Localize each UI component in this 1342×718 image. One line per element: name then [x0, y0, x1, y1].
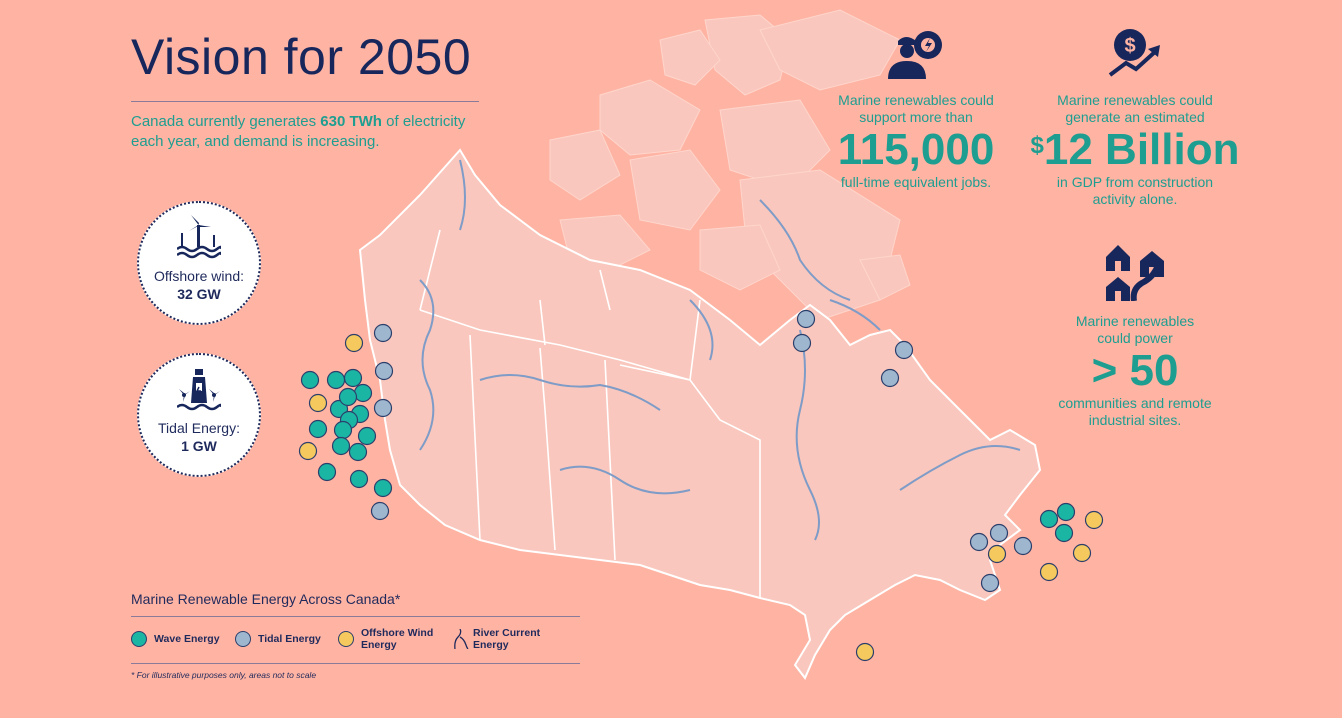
tidal-energy-badge: Tidal Energy: 1 GW [137, 353, 261, 477]
legend-divider-bottom [131, 663, 580, 664]
gdp-value: $12 Billion [1030, 125, 1240, 174]
jobs-value: 115,000 [837, 125, 995, 174]
intro-text: Canada currently generates 630 TWh of el… [131, 113, 466, 150]
legend-item-river-current: River Current Energy [452, 627, 553, 651]
dollar-growth-icon: $ [1108, 29, 1160, 77]
page-title: Vision for 2050 [131, 29, 472, 85]
houses-road-icon [1106, 245, 1164, 301]
offshore-wind-markers [298, 333, 1104, 662]
communities-post-text: communities and remote industrial sites. [1058, 395, 1212, 428]
legend-item-offshore-wind: Offshore Wind Energy [338, 627, 441, 651]
offshore-wind-label: Offshore wind: [153, 268, 244, 284]
legend-item-tidal: Tidal Energy [235, 631, 321, 647]
offshore-wind-turbine-icon [177, 215, 221, 259]
jobs-stat: Marine renewables could support more tha… [816, 92, 1016, 191]
gdp-post-text: in GDP from construction activity alone. [1056, 174, 1214, 207]
tidal-energy-markers [370, 309, 1033, 593]
river-current-lines [419, 159, 1021, 541]
offshore-wind-badge: Offshore wind: 32 GW [137, 201, 261, 325]
tidal-energy-swatch [235, 631, 251, 647]
footnote: * For illustrative purposes only, areas … [131, 670, 317, 680]
arctic-islands [549, 9, 911, 321]
province-borders [419, 229, 761, 598]
gdp-stat: Marine renewables could generate an esti… [1030, 92, 1240, 208]
legend-item-wave: Wave Energy [131, 631, 220, 647]
tidal-energy-label: Tidal Energy: [158, 420, 240, 436]
offshore-wind-swatch [338, 631, 354, 647]
jobs-post-text: full-time equivalent jobs. [840, 174, 992, 190]
worker-gear-icon [888, 31, 942, 79]
wave-energy-markers [300, 368, 1076, 543]
svg-text:$: $ [1124, 35, 1135, 57]
communities-value: > 50 [1091, 346, 1179, 395]
wave-energy-swatch [131, 631, 147, 647]
title-divider [131, 101, 479, 102]
tidal-lighthouse-turbine-icon [177, 369, 221, 411]
gdp-pre-text: Marine renewables could generate an esti… [1057, 92, 1213, 125]
mainland [358, 148, 1042, 680]
legend-title: Marine Renewable Energy Across Canada* [131, 591, 401, 607]
jobs-pre-text: Marine renewables could support more tha… [838, 92, 994, 125]
tidal-energy-value: 1 GW [181, 438, 217, 454]
communities-stat: Marine renewables could power > 50 commu… [1050, 313, 1220, 429]
river-current-icon [454, 629, 469, 649]
offshore-wind-value: 32 GW [177, 286, 221, 302]
legend-divider-top [131, 616, 580, 617]
communities-pre-text: Marine renewables could power [1075, 313, 1195, 346]
